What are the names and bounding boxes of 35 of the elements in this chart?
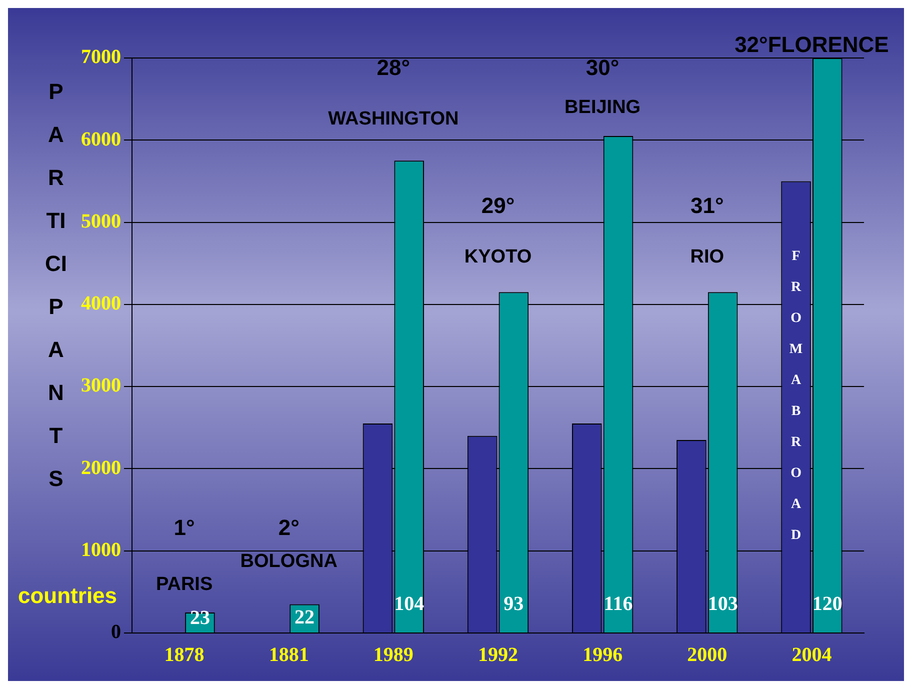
text: PARTICIPANTS xyxy=(45,79,67,491)
y-tick-label: 0 xyxy=(111,621,121,644)
text: FROM ABROAD xyxy=(789,249,803,544)
text: 32°FLORENCE xyxy=(734,32,889,58)
annotation: PARIS xyxy=(156,574,213,596)
y-tick-label: 6000 xyxy=(81,128,121,150)
annotation: BOLOGNA xyxy=(240,551,338,572)
y-tick-label: 4000 xyxy=(81,292,121,315)
annotation: 23 xyxy=(190,607,210,630)
annotation: 1° xyxy=(174,515,195,540)
x-tick-label: 1878 xyxy=(164,644,204,666)
text: countries xyxy=(18,583,118,608)
x-tick-label: 1996 xyxy=(582,644,623,666)
annotation: WASHINGTON xyxy=(328,108,459,130)
annotation: 93 xyxy=(504,593,524,616)
x-tick-label: 2004 xyxy=(792,644,832,666)
x-tick-label: 1992 xyxy=(478,644,518,666)
annotation: 28° xyxy=(376,55,410,80)
y-tick-label: 2000 xyxy=(81,456,121,479)
annotation: 29° xyxy=(481,193,515,218)
y-tick-label: 3000 xyxy=(81,374,121,397)
y-tick-label: 1000 xyxy=(81,539,121,562)
annotation: KYOTO xyxy=(464,246,532,268)
annotation: 2° xyxy=(278,515,300,540)
x-tick-label: 2000 xyxy=(687,644,728,666)
x-tick-label: 1881 xyxy=(268,644,309,666)
annotation: 31° xyxy=(690,193,724,218)
annotation: 30° xyxy=(586,55,620,80)
annotation: RIO xyxy=(690,246,724,268)
annotation: 116 xyxy=(604,593,633,616)
x-tick-label: 1989 xyxy=(373,644,414,666)
annotation: BEIJING xyxy=(564,96,641,118)
y-tick-label: 7000 xyxy=(81,46,121,68)
annotation: 22 xyxy=(294,606,315,628)
y-tick-label: 5000 xyxy=(81,210,121,232)
